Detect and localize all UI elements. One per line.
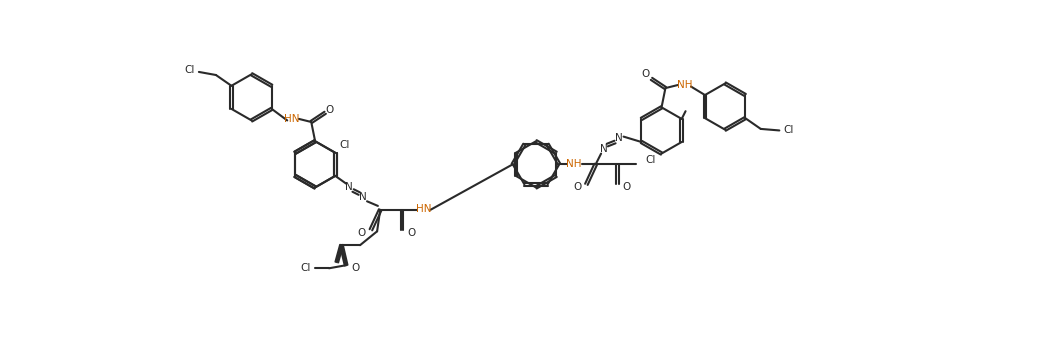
- Text: Cl: Cl: [301, 263, 311, 273]
- Text: O: O: [642, 69, 649, 79]
- Text: Cl: Cl: [646, 155, 655, 165]
- Text: NH: NH: [566, 159, 582, 169]
- Text: NH: NH: [677, 80, 693, 90]
- Text: HN: HN: [416, 204, 431, 214]
- Text: Cl: Cl: [783, 126, 794, 135]
- Text: N: N: [360, 193, 367, 202]
- Text: O: O: [358, 228, 366, 238]
- Text: O: O: [572, 182, 581, 193]
- Text: O: O: [622, 182, 631, 193]
- Text: O: O: [351, 263, 360, 273]
- Text: Cl: Cl: [339, 140, 350, 150]
- Text: N: N: [346, 182, 353, 191]
- Text: HN: HN: [284, 114, 300, 124]
- Text: Cl: Cl: [184, 66, 195, 75]
- Text: O: O: [408, 228, 415, 238]
- Text: N: N: [599, 144, 608, 154]
- Text: O: O: [326, 105, 334, 115]
- Text: N: N: [615, 133, 622, 143]
